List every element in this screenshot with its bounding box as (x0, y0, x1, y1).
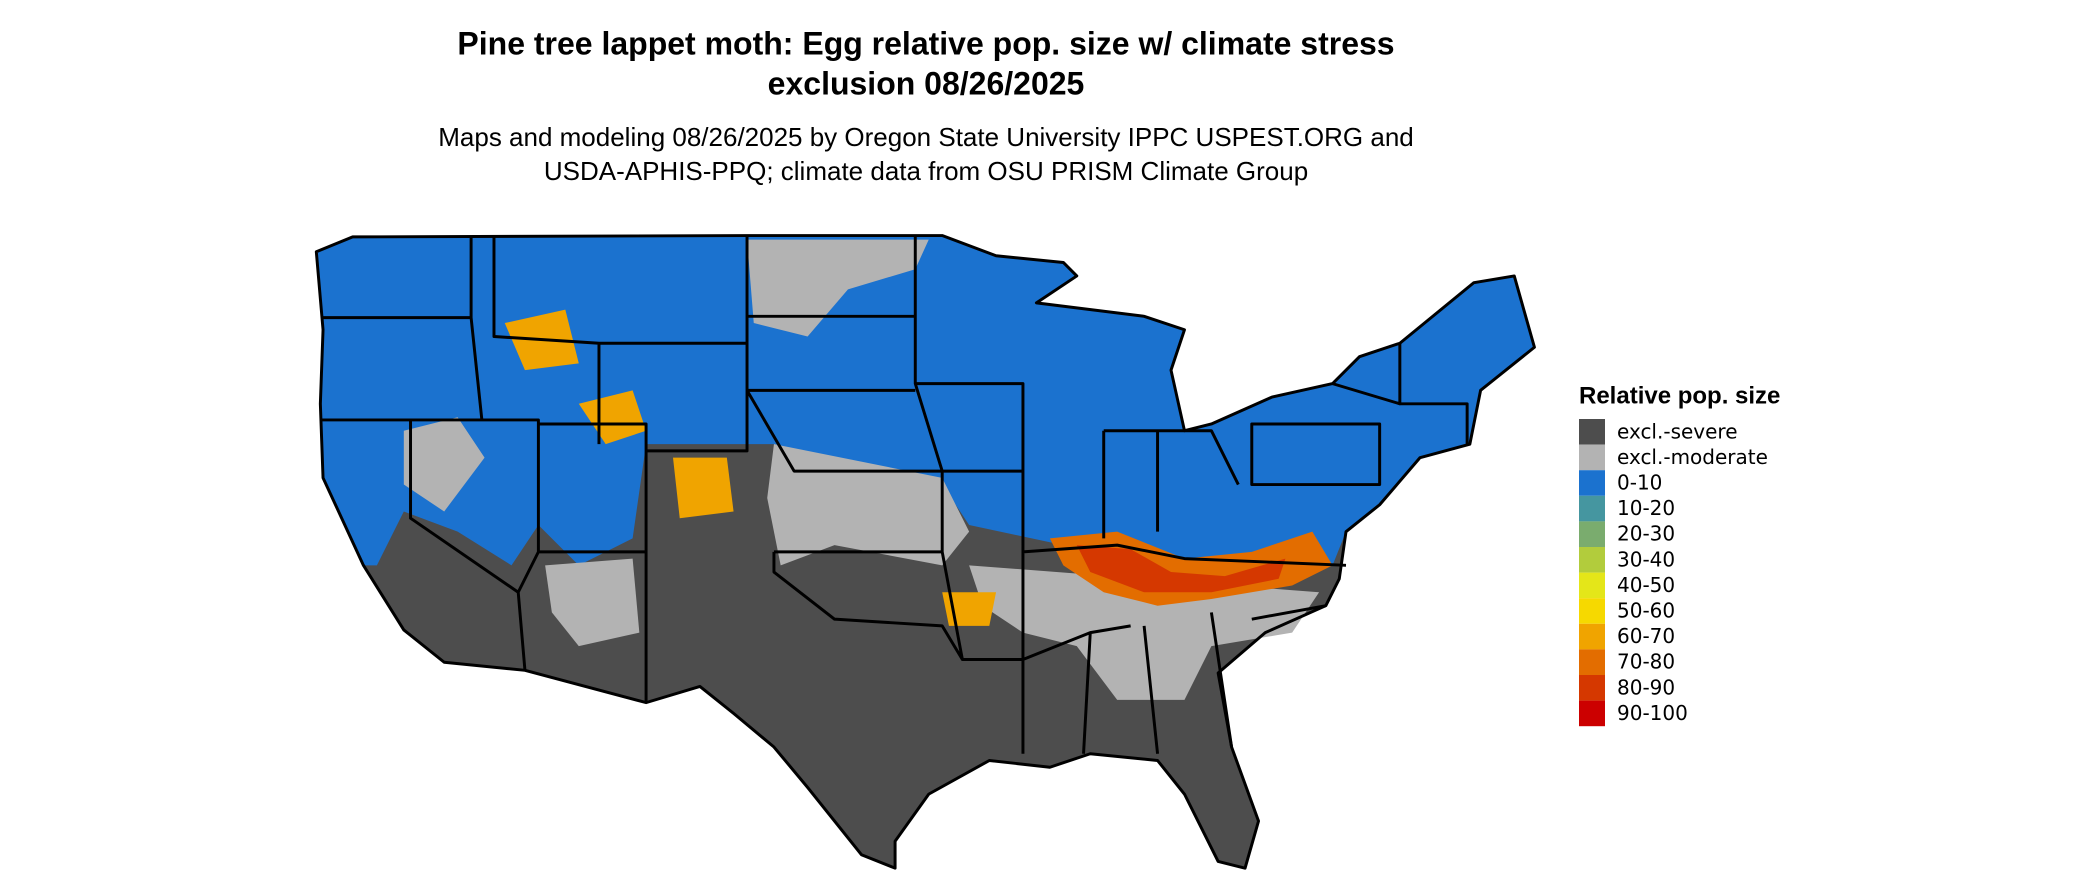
legend-label: excl.-moderate (1617, 445, 1768, 469)
legend-swatch (1579, 470, 1605, 496)
legend-swatch (1579, 598, 1605, 624)
legend-label: 70-80 (1617, 650, 1675, 674)
region-low (316, 235, 1535, 579)
region-moderate (767, 444, 970, 566)
region-moderate (545, 558, 640, 647)
legend-swatch (1579, 675, 1605, 701)
legend-label: 90-100 (1617, 701, 1688, 725)
region-moderate (747, 239, 929, 337)
us-map (314, 234, 1536, 870)
legend-swatch (1579, 521, 1605, 547)
legend-label: 30-40 (1617, 547, 1675, 571)
legend-label: 0-10 (1617, 471, 1662, 495)
region-moderate (403, 417, 485, 512)
legend-label: 80-90 (1617, 675, 1675, 699)
legend-swatch (1579, 495, 1605, 522)
legend-swatch (1579, 572, 1605, 599)
title-line: Pine tree lappet moth: Egg relative pop.… (457, 25, 1394, 61)
subtitle-line: Maps and modeling 08/26/2025 by Oregon S… (438, 122, 1414, 152)
legend-swatch (1579, 700, 1605, 727)
state-borders (320, 235, 1469, 754)
legend-title: Relative pop. size (1579, 382, 1780, 409)
legend-swatch (1579, 623, 1605, 650)
country-border (314, 234, 1536, 870)
legend-swatch (1579, 547, 1605, 573)
legend-swatch (1579, 419, 1605, 445)
legend-label: 50-60 (1617, 599, 1675, 623)
legend-swatch (1579, 649, 1605, 675)
legend-swatch (1579, 444, 1605, 471)
legend-label: 10-20 (1617, 496, 1675, 520)
title-line: exclusion 08/26/2025 (768, 65, 1085, 101)
legend-label: 40-50 (1617, 573, 1675, 597)
region-high (1076, 545, 1286, 593)
subtitle-line: USDA-APHIS-PPQ; climate data from OSU PR… (544, 156, 1308, 186)
legend-label: 60-70 (1617, 624, 1675, 648)
legend-label: 20-30 (1617, 522, 1675, 546)
legend-label: excl.-severe (1617, 419, 1738, 443)
legend: excl.-severeexcl.-moderate0-1010-2020-30… (1579, 419, 1768, 727)
